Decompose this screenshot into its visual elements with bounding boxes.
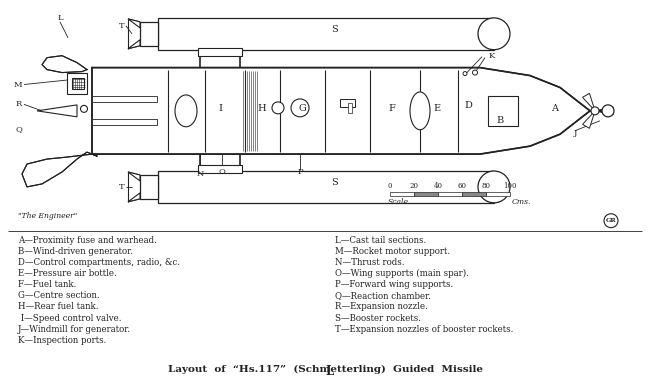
Text: R—Expansion nozzle.: R—Expansion nozzle. (335, 303, 428, 311)
Polygon shape (595, 107, 613, 115)
Bar (414, 192, 438, 196)
Ellipse shape (175, 95, 197, 127)
Text: I—Speed control valve.: I—Speed control valve. (18, 314, 122, 323)
FancyBboxPatch shape (140, 175, 158, 199)
Ellipse shape (410, 92, 430, 130)
Text: GR: GR (606, 218, 616, 223)
Text: B—Wind-driven generator.: B—Wind-driven generator. (18, 247, 133, 256)
Text: K: K (489, 52, 495, 60)
Text: O—Wing supports (main spar).: O—Wing supports (main spar). (335, 269, 469, 278)
Text: 20: 20 (410, 182, 419, 190)
Text: 80: 80 (482, 182, 491, 190)
Text: P—Forward wing supports.: P—Forward wing supports. (335, 280, 453, 289)
Text: K—Inspection ports.: K—Inspection ports. (18, 336, 107, 345)
Bar (462, 192, 486, 196)
Text: Q: Q (15, 125, 22, 133)
Text: Layout  of  “Hs.117”  (Schmetterling)  Guided  Missile: Layout of “Hs.117” (Schmetterling) Guide… (168, 365, 482, 374)
Text: Q—Reaction chamber.: Q—Reaction chamber. (335, 291, 431, 300)
Text: B: B (497, 116, 504, 125)
Text: 60: 60 (458, 182, 467, 190)
FancyBboxPatch shape (92, 119, 157, 125)
Text: T: T (120, 183, 125, 191)
Text: I: I (218, 104, 222, 114)
Text: G—Centre section.: G—Centre section. (18, 291, 99, 300)
Polygon shape (128, 19, 140, 28)
Text: N: N (196, 170, 203, 178)
Text: M—Rocket motor support.: M—Rocket motor support. (335, 247, 450, 256)
Text: H: H (257, 104, 266, 114)
FancyBboxPatch shape (72, 78, 84, 90)
Text: O: O (218, 168, 226, 176)
Bar (486, 192, 510, 196)
Text: "The Engineer": "The Engineer" (18, 212, 77, 220)
Text: L: L (57, 14, 63, 22)
Ellipse shape (478, 171, 510, 203)
Text: Cms.: Cms. (512, 198, 532, 206)
Ellipse shape (291, 99, 309, 117)
Text: L: L (325, 365, 333, 378)
Polygon shape (128, 40, 140, 49)
Text: 100: 100 (503, 182, 517, 190)
Text: L—Cast tail sections.: L—Cast tail sections. (335, 235, 426, 245)
Ellipse shape (463, 72, 467, 75)
FancyBboxPatch shape (340, 99, 355, 107)
Ellipse shape (81, 106, 88, 112)
Text: T: T (120, 22, 125, 30)
Text: Scale.: Scale. (388, 198, 411, 206)
Ellipse shape (272, 102, 284, 114)
FancyBboxPatch shape (198, 48, 242, 56)
Text: F—Fuel tank.: F—Fuel tank. (18, 280, 77, 289)
Polygon shape (128, 172, 140, 181)
Text: D—Control compartments, radio, &c.: D—Control compartments, radio, &c. (18, 258, 180, 267)
Text: J: J (573, 129, 577, 137)
Polygon shape (22, 152, 97, 187)
Text: M: M (14, 80, 22, 88)
FancyBboxPatch shape (92, 96, 157, 102)
Text: F: F (389, 104, 395, 114)
Polygon shape (42, 56, 87, 72)
Polygon shape (582, 93, 595, 111)
Ellipse shape (591, 107, 599, 115)
Ellipse shape (478, 18, 510, 50)
Ellipse shape (604, 214, 618, 228)
FancyBboxPatch shape (348, 103, 352, 113)
Ellipse shape (602, 105, 614, 117)
Polygon shape (582, 111, 595, 128)
Text: 0: 0 (388, 182, 392, 190)
Polygon shape (128, 193, 140, 202)
Text: A: A (551, 104, 558, 114)
Text: 40: 40 (434, 182, 443, 190)
Text: J—Windmill for generator.: J—Windmill for generator. (18, 325, 131, 334)
Text: S—Booster rockets.: S—Booster rockets. (335, 314, 421, 323)
Text: N—Thrust rods.: N—Thrust rods. (335, 258, 404, 267)
Text: E: E (434, 104, 441, 114)
Polygon shape (37, 105, 77, 117)
FancyBboxPatch shape (198, 165, 242, 173)
Text: T—Expansion nozzles of booster rockets.: T—Expansion nozzles of booster rockets. (335, 325, 514, 334)
Text: E—Pressure air bottle.: E—Pressure air bottle. (18, 269, 117, 278)
Text: P: P (297, 168, 303, 176)
Text: R: R (16, 100, 22, 108)
FancyBboxPatch shape (67, 72, 87, 94)
Bar (438, 192, 462, 196)
Ellipse shape (473, 70, 478, 75)
FancyBboxPatch shape (158, 18, 494, 50)
Text: D: D (464, 101, 472, 110)
Text: A—Proximity fuse and warhead.: A—Proximity fuse and warhead. (18, 235, 157, 245)
Text: S: S (331, 178, 337, 187)
FancyBboxPatch shape (488, 96, 518, 126)
FancyBboxPatch shape (140, 22, 158, 46)
Text: G: G (298, 104, 306, 114)
Text: H—Rear fuel tank.: H—Rear fuel tank. (18, 303, 99, 311)
FancyBboxPatch shape (158, 171, 494, 203)
Bar (390, 192, 414, 196)
Text: S: S (331, 25, 337, 34)
Polygon shape (92, 67, 590, 154)
